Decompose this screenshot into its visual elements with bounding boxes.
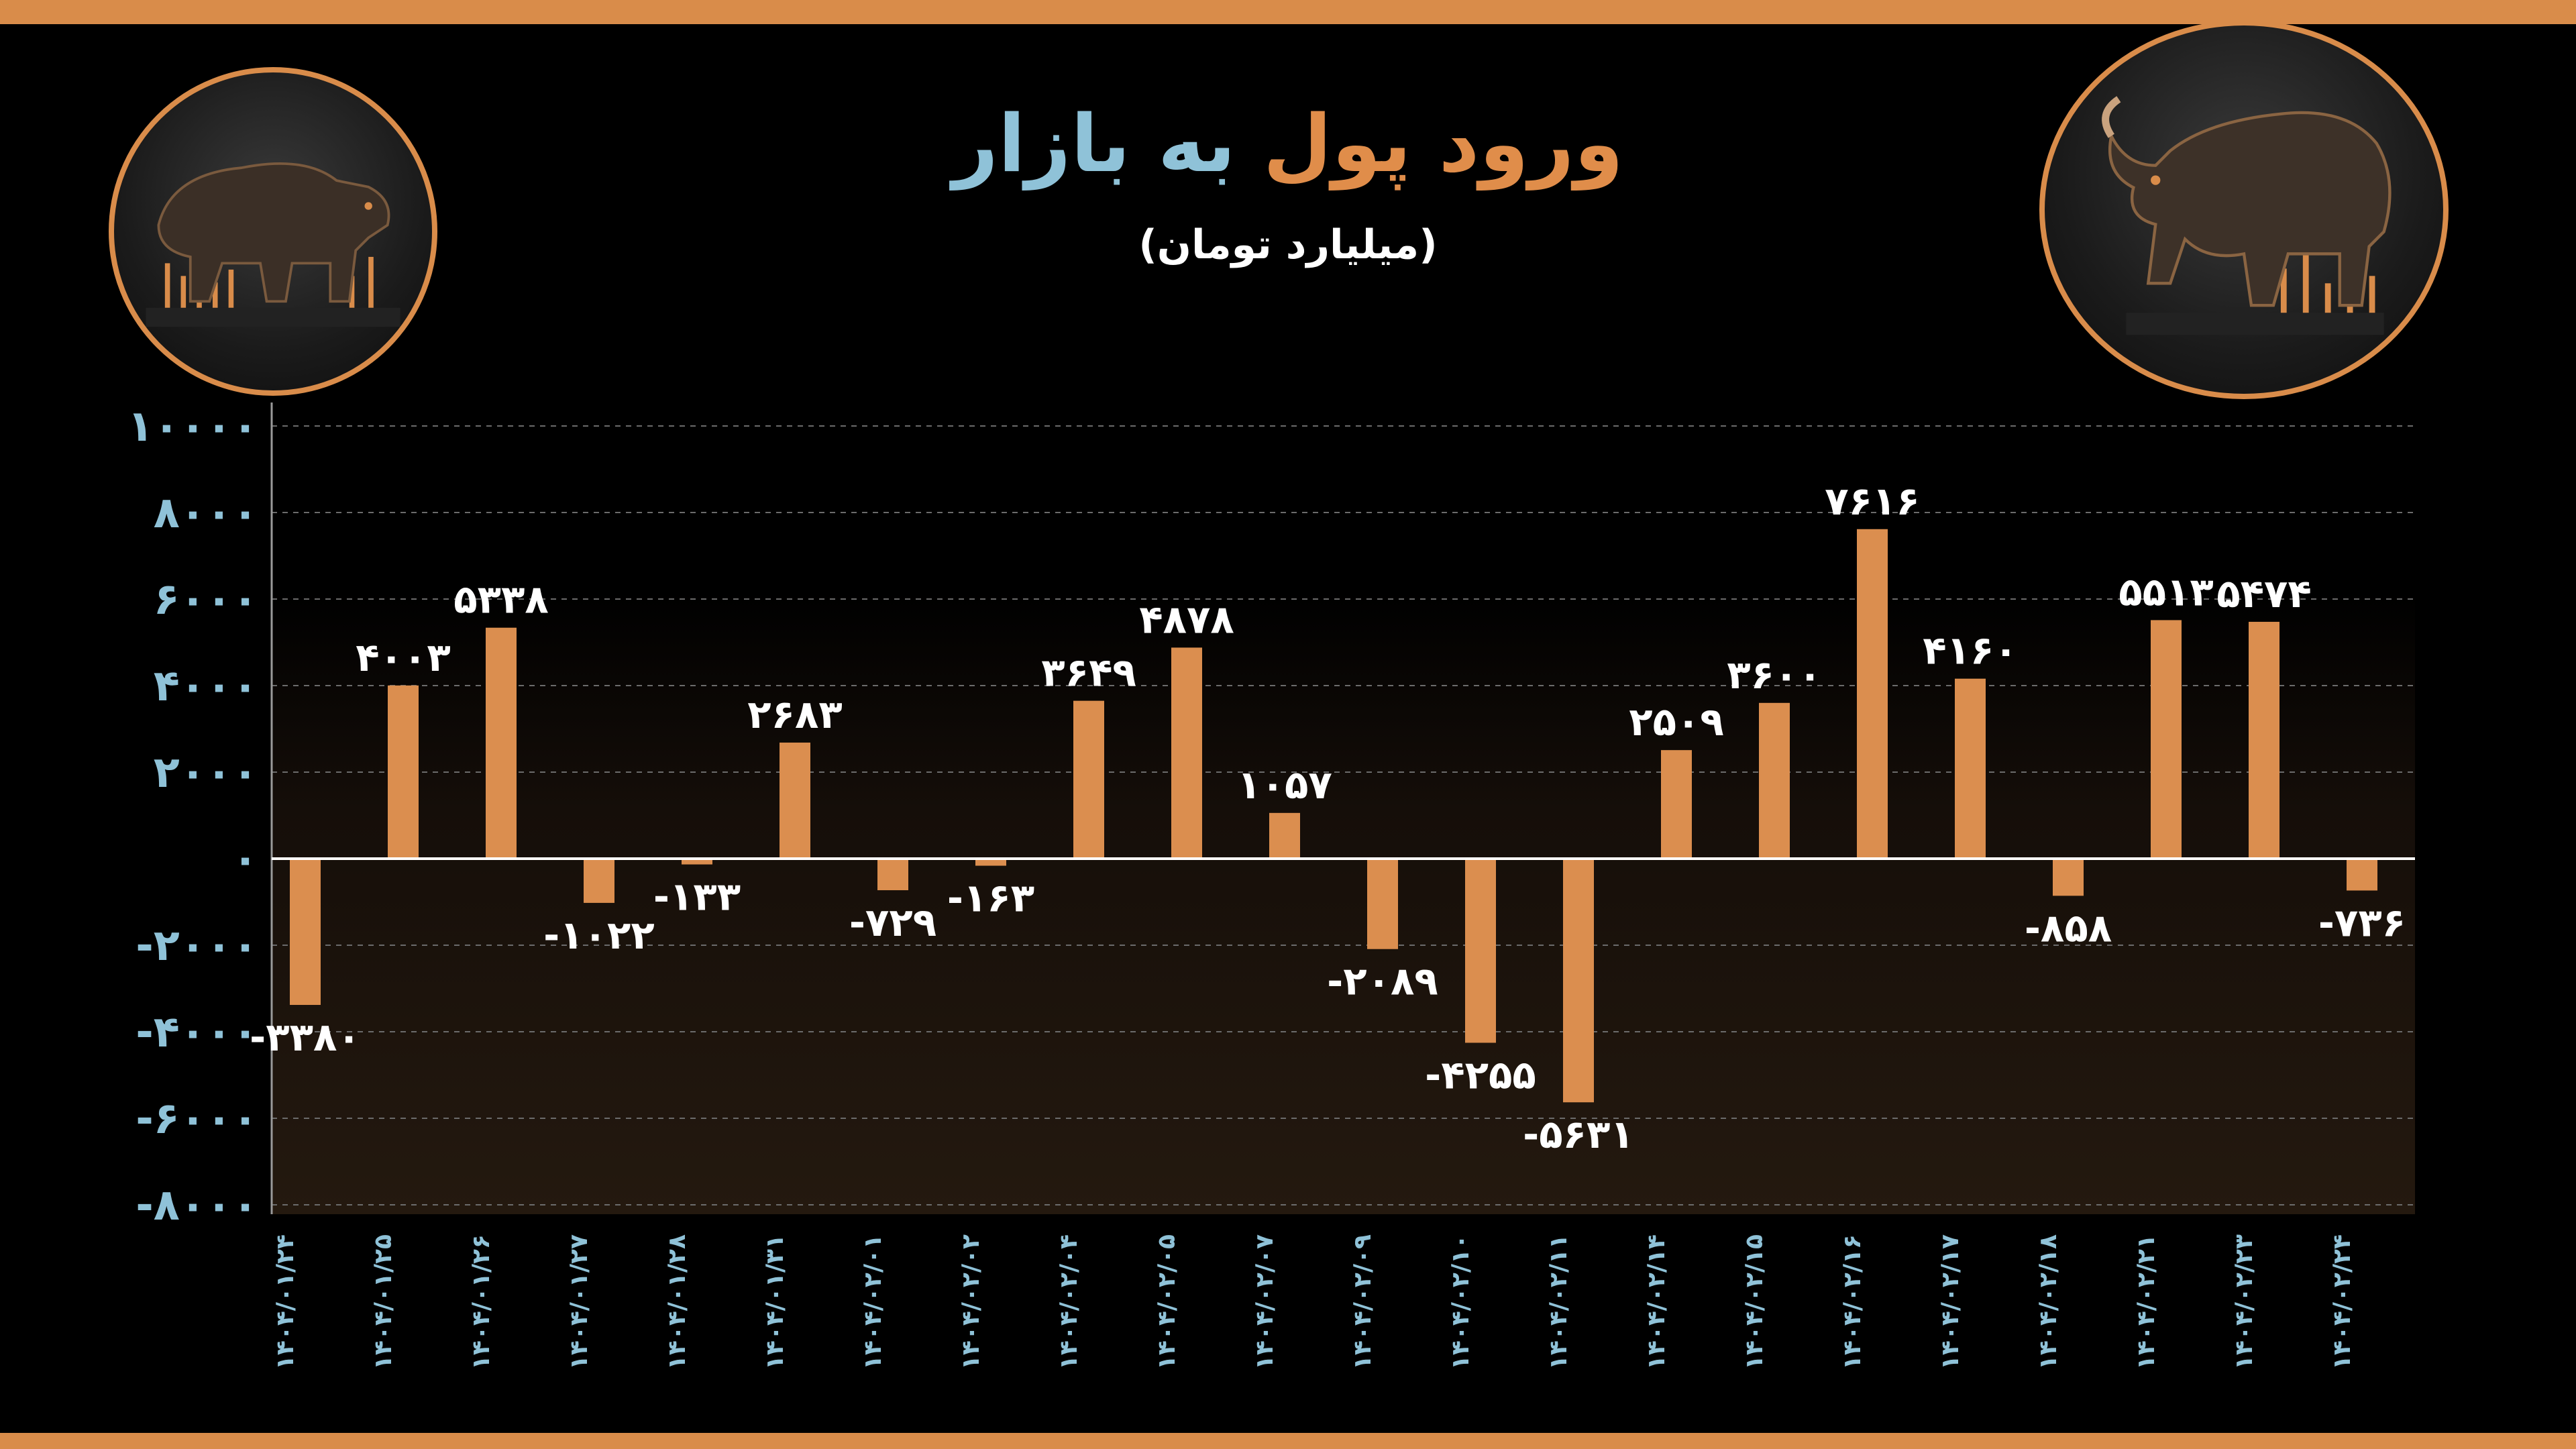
value-label: ۱۰۵۷ (1237, 762, 1332, 808)
bar (682, 859, 712, 865)
x-tick-label: ۱۴۰۴/۰۱/۲۶ (468, 1234, 495, 1370)
x-tick-label: ۱۴۰۴/۰۱/۳۱ (761, 1234, 789, 1370)
bar (1759, 702, 1790, 859)
y-tick-label: ۱۰۰۰۰ (127, 402, 258, 451)
y-tick-label: -۶۰۰۰ (136, 1094, 258, 1144)
bar (2347, 859, 2377, 891)
bar (1661, 750, 1692, 859)
x-tick-label: ۱۴۰۴/۰۲/۰۱ (859, 1234, 887, 1370)
value-label: -۳۳۸۰ (250, 1014, 361, 1060)
x-tick-label: ۱۴۰۴/۰۱/۲۴ (272, 1234, 299, 1370)
y-tick-labels: ۱۰۰۰۰ ۸۰۰۰ ۶۰۰۰ ۴۰۰۰ ۲۰۰۰ ۰ -۲۰۰۰ -۴۰۰۰ -۶۰۰۰ -۸۰… (127, 402, 258, 1230)
bar (1269, 812, 1300, 859)
bar (1563, 859, 1594, 1103)
x-tick-label: ۱۴۰۴/۰۲/۱۰ (1447, 1234, 1474, 1370)
x-tick-label: ۱۴۰۴/۰۲/۰۷ (1251, 1234, 1279, 1370)
bar (290, 859, 321, 1006)
value-label: -۱۶۳ (947, 875, 1034, 921)
value-label: ۴۸۷۸ (1139, 596, 1234, 642)
x-tick-label: ۱۴۰۴/۰۲/۲۴ (2328, 1234, 2356, 1370)
bar (2249, 621, 2279, 859)
top-frame-bar (0, 0, 2576, 24)
chart-title: ورود پول به بازار (805, 100, 1771, 188)
value-label: ۳۶۴۹ (1041, 650, 1136, 696)
value-label: ۷۶۱۶ (1825, 478, 1920, 524)
x-tick-label: ۱۴۰۴/۰۲/۱۴ (1643, 1234, 1670, 1370)
bar (388, 685, 419, 859)
bull-medallion (2039, 20, 2449, 399)
bar (1857, 529, 1888, 859)
value-label: ۲۵۰۹ (1629, 699, 1724, 745)
title-part-1: ورود پول (1263, 97, 1623, 190)
bear-medallion (109, 67, 437, 396)
value-label: ۵۵۱۳ (2118, 569, 2214, 614)
value-label: ۳۶۰۰ (1727, 652, 1822, 698)
x-tick-label: ۱۴۰۴/۰۲/۰۲ (957, 1234, 985, 1370)
bar (1367, 859, 1398, 949)
value-label: -۲۰۸۹ (1327, 959, 1438, 1004)
chart-subtitle: (میلیارد تومان) (1138, 221, 1438, 268)
x-tick-label: ۱۴۰۴/۰۲/۱۶ (1839, 1234, 1866, 1370)
value-label: ۴۱۶۰ (1923, 628, 2018, 674)
value-label: ۴۰۰۳ (356, 635, 451, 680)
value-label: -۸۵۸ (2025, 905, 2112, 951)
bottom-frame-bar (0, 1433, 2576, 1449)
gridlines (272, 425, 2415, 1205)
y-tick-label: ۰ (232, 835, 258, 884)
value-label: -۱۰۲۲ (543, 912, 655, 958)
x-tick-label: ۱۴۰۴/۰۱/۲۵ (370, 1234, 397, 1370)
x-tick-label: ۱۴۰۴/۰۱/۲۸ (663, 1234, 691, 1370)
value-label: -۷۲۹ (849, 900, 936, 945)
y-tick-label: ۲۰۰۰ (154, 748, 258, 798)
bull-icon (2102, 96, 2392, 335)
value-label: -۵۶۳۱ (1523, 1112, 1634, 1157)
y-tick-label: -۴۰۰۰ (136, 1008, 258, 1057)
bar (877, 859, 908, 891)
value-label: ۵۴۷۴ (2216, 571, 2312, 616)
x-tick-labels: ۱۴۰۴/۰۱/۲۴ ۱۴۰۴/۰۱/۲۵ ۱۴۰۴/۰۱/۲۶ ۱۴۰۴/۰۱/۲۷… (272, 1234, 2356, 1370)
bar (486, 627, 517, 859)
x-tick-label: ۱۴۰۴/۰۲/۰۹ (1349, 1234, 1377, 1370)
value-label: -۴۲۵۵ (1425, 1052, 1536, 1097)
bar (1465, 859, 1496, 1043)
x-tick-label: ۱۴۰۴/۰۲/۰۵ (1153, 1234, 1181, 1370)
y-tick-label: ۶۰۰۰ (154, 575, 258, 625)
bar (2151, 620, 2182, 859)
x-tick-label: ۱۴۰۴/۰۱/۲۷ (566, 1234, 593, 1370)
bars (290, 529, 2377, 1103)
x-tick-label: ۱۴۰۴/۰۲/۱۷ (1937, 1234, 1964, 1370)
x-tick-label: ۱۴۰۴/۰۲/۲۱ (2133, 1234, 2160, 1370)
bar (1955, 678, 1986, 859)
x-tick-label: ۱۴۰۴/۰۲/۲۳ (2231, 1234, 2258, 1370)
y-tick-label: ۸۰۰۰ (154, 488, 258, 538)
value-label: ۵۳۳۸ (453, 577, 549, 623)
x-tick-label: ۱۴۰۴/۰۲/۱۵ (1741, 1234, 1768, 1370)
bar (2053, 859, 2084, 896)
title-part-2: به بازار (953, 97, 1236, 190)
x-tick-label: ۱۴۰۴/۰۲/۱۸ (2035, 1234, 2062, 1370)
bar (584, 859, 614, 903)
value-label: -۱۳۳ (653, 874, 741, 920)
bar (975, 859, 1006, 866)
bar (780, 742, 810, 859)
y-tick-label: ۴۰۰۰ (154, 661, 258, 711)
value-label: -۷۳۶ (2318, 900, 2406, 945)
value-label: ۲۶۸۳ (747, 692, 843, 737)
x-tick-label: ۱۴۰۴/۰۲/۰۴ (1055, 1234, 1083, 1370)
bar (1171, 647, 1202, 859)
bar (1073, 700, 1104, 859)
x-tick-label: ۱۴۰۴/۰۲/۱۱ (1545, 1234, 1572, 1370)
bear-icon (146, 162, 400, 327)
plot-background (272, 590, 2415, 1214)
y-tick-label: -۸۰۰۰ (136, 1181, 258, 1230)
y-tick-label: -۲۰۰۰ (136, 921, 258, 971)
